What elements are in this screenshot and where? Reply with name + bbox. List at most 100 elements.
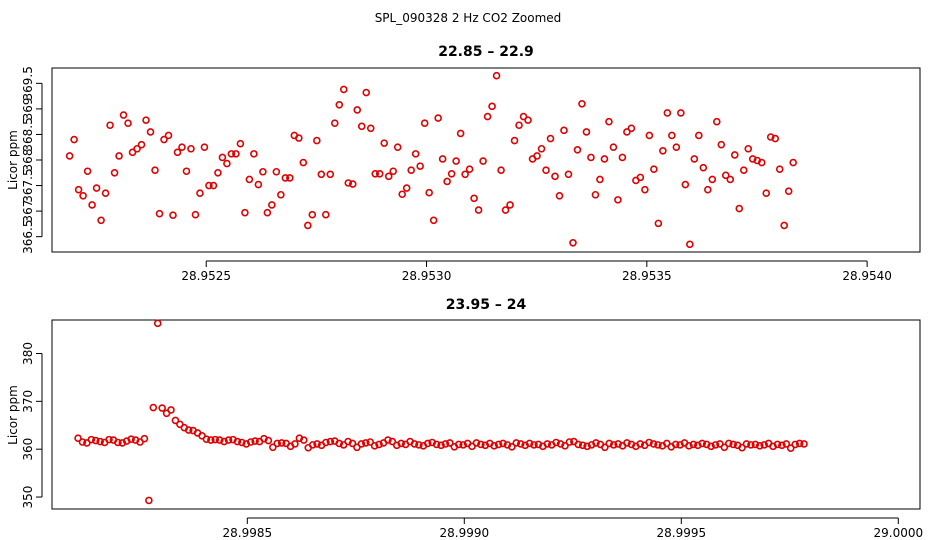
data-point: [775, 165, 784, 173]
data-point: [784, 187, 793, 195]
data-point: [452, 157, 460, 165]
data-point: [668, 131, 676, 140]
data-point: [211, 435, 220, 444]
data-point: [146, 128, 155, 136]
panel-bottom-plot-frame: [51, 319, 921, 510]
data-point: [330, 119, 339, 127]
panel-bottom-title: 23.95 – 24: [446, 297, 527, 313]
data-point: [578, 441, 587, 450]
data-point: [115, 152, 123, 160]
data-point: [91, 436, 100, 445]
y-tick-label: 369: [21, 97, 35, 120]
data-point: [437, 441, 445, 450]
data-point: [196, 189, 204, 198]
data-point: [508, 442, 516, 451]
data-point: [277, 439, 286, 447]
y-tick-label: 350: [21, 486, 35, 509]
data-point: [618, 153, 627, 162]
data-point: [583, 442, 591, 451]
data-point: [438, 155, 447, 163]
data-point: [133, 144, 141, 153]
data-point: [574, 440, 583, 449]
data-point: [142, 116, 150, 124]
data-point: [407, 166, 415, 175]
data-point: [78, 438, 87, 446]
panel-top-y-axis-label: Licor ppm: [6, 130, 20, 190]
x-tick-label: 28.9540: [842, 269, 892, 283]
data-point: [308, 210, 317, 219]
data-point: [245, 175, 254, 184]
data-point: [551, 172, 559, 181]
panel-bottom-points: [74, 319, 808, 505]
data-point: [420, 119, 429, 127]
data-point: [707, 442, 715, 451]
data-point: [525, 439, 534, 448]
data-point: [380, 139, 389, 147]
data-point: [695, 131, 703, 140]
x-tick-label: 28.9985: [222, 526, 272, 540]
data-point: [488, 102, 496, 111]
data-point: [663, 109, 672, 117]
data-point: [371, 170, 380, 178]
data-point: [326, 437, 335, 446]
data-point: [605, 117, 613, 126]
data-point: [353, 106, 362, 114]
data-point: [600, 155, 609, 163]
data-point: [560, 126, 568, 135]
data-point: [742, 440, 751, 448]
panel-bottom-y-axis-label: Licor ppm: [6, 385, 20, 445]
data-point: [766, 133, 775, 141]
data-point: [182, 167, 191, 176]
data-point: [533, 152, 541, 160]
data-point: [214, 168, 222, 177]
data-point: [191, 210, 200, 219]
data-point: [137, 140, 146, 149]
data-point: [160, 135, 168, 144]
data-point: [627, 124, 636, 133]
x-tick-label: 28.9535: [622, 269, 672, 283]
data-point: [393, 143, 402, 152]
x-tick-label: 28.9525: [181, 269, 231, 283]
data-point: [227, 150, 236, 158]
data-point: [88, 201, 96, 209]
data-point: [561, 442, 569, 450]
data-point: [322, 438, 330, 447]
data-point: [515, 121, 523, 130]
data-point: [74, 434, 82, 442]
data-point: [677, 109, 685, 117]
data-point: [605, 439, 614, 448]
panel-top-points: [65, 71, 797, 249]
data-point: [703, 185, 712, 194]
data-point: [124, 119, 132, 127]
data-point: [114, 438, 122, 447]
data-point: [641, 185, 649, 194]
data-point: [398, 190, 407, 199]
y-tick-label: 368: [21, 149, 35, 172]
data-point: [724, 439, 733, 448]
data-point: [272, 167, 281, 176]
data-point: [321, 210, 330, 219]
data-point: [497, 166, 505, 175]
data-point: [659, 147, 667, 155]
data-point: [564, 170, 573, 179]
data-point: [472, 439, 481, 447]
data-point: [729, 440, 738, 449]
data-point: [492, 71, 501, 80]
data-point: [516, 440, 525, 448]
data-point: [233, 437, 242, 446]
data-point: [499, 439, 507, 448]
data-point: [254, 180, 263, 189]
data-point: [636, 440, 645, 448]
x-tick-label: 28.9995: [656, 526, 706, 540]
data-point: [366, 124, 375, 133]
data-point: [552, 438, 560, 447]
data-point: [771, 134, 780, 143]
data-point: [578, 99, 586, 108]
data-point: [573, 145, 582, 154]
data-point: [645, 131, 654, 140]
data-point: [791, 440, 799, 449]
data-point: [789, 158, 797, 167]
data-point: [205, 181, 213, 190]
y-tick-label: 367.5: [21, 168, 35, 202]
data-point: [744, 144, 753, 153]
